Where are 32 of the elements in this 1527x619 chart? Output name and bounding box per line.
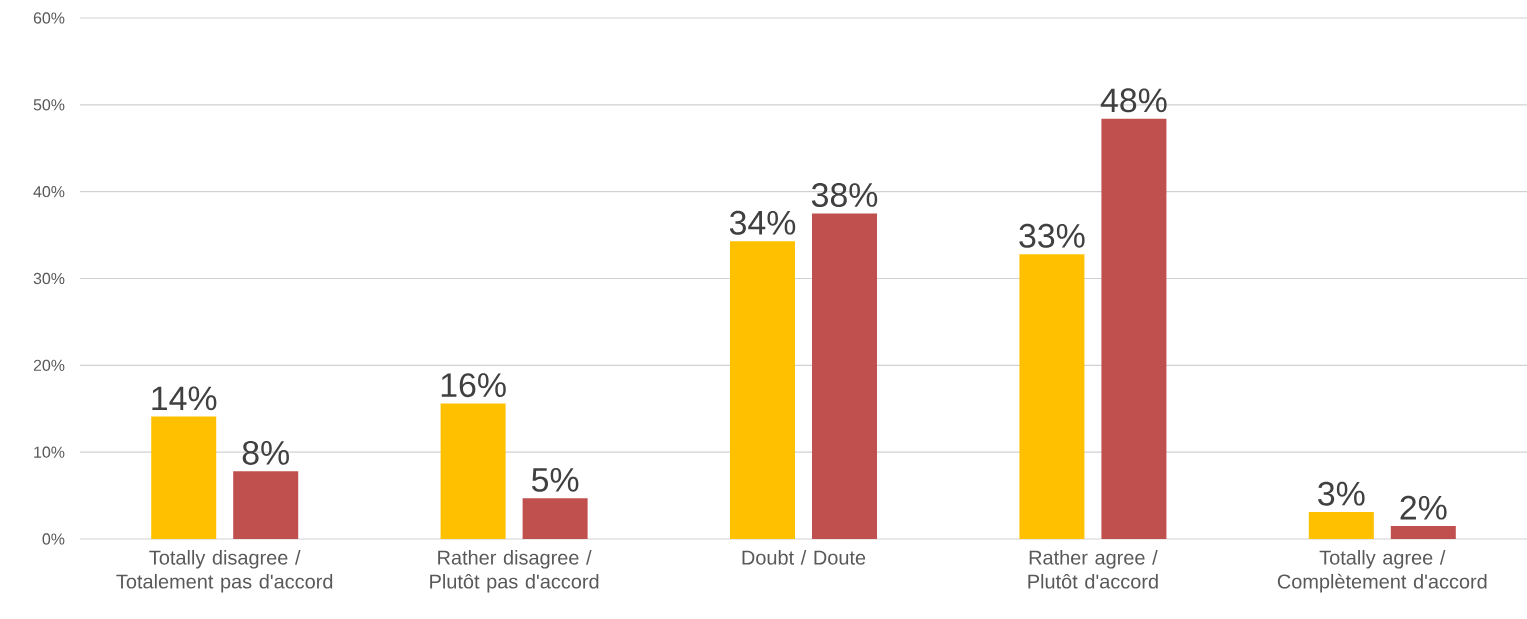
y-tick-label: 20% — [33, 359, 65, 371]
y-tick-label: 60% — [33, 12, 65, 24]
bar — [1390, 525, 1456, 539]
bar — [1019, 254, 1085, 539]
x-tick-label: Rather disagree / Plutôt pas d'accord — [430, 550, 599, 593]
y-tick-label: 0% — [42, 533, 65, 545]
bar — [1101, 118, 1167, 539]
bar — [151, 416, 217, 539]
data-label: 33% — [1019, 223, 1085, 248]
data-label: 48% — [1100, 88, 1167, 113]
data-label: 3% — [1318, 481, 1365, 506]
bar — [233, 471, 299, 539]
y-tick-label: 30% — [33, 272, 65, 285]
data-label: 14% — [152, 386, 217, 411]
bar — [440, 403, 506, 539]
x-tick-label: Rather agree / Plutôt d'accord — [1028, 550, 1158, 589]
bar — [522, 498, 588, 539]
bar — [1308, 512, 1374, 539]
x-tick-label: Totally agree / Complètement d'accord — [1277, 550, 1487, 593]
data-label: 34% — [729, 210, 796, 235]
y-tick-label: 10% — [34, 446, 65, 458]
y-tick-label: 50% — [33, 99, 65, 111]
data-label: 16% — [441, 373, 506, 398]
bar — [730, 241, 796, 539]
y-tick-label: 40% — [33, 186, 65, 198]
data-label: 38% — [811, 182, 878, 207]
data-label: 2% — [1400, 495, 1447, 520]
data-label: 5% — [531, 467, 579, 492]
x-tick-label: Doubt / Doute — [742, 550, 866, 565]
data-label: 8% — [242, 440, 289, 465]
x-tick-label: Totally disagree / Totalement pas d'accord — [116, 550, 333, 593]
bar — [812, 213, 878, 539]
